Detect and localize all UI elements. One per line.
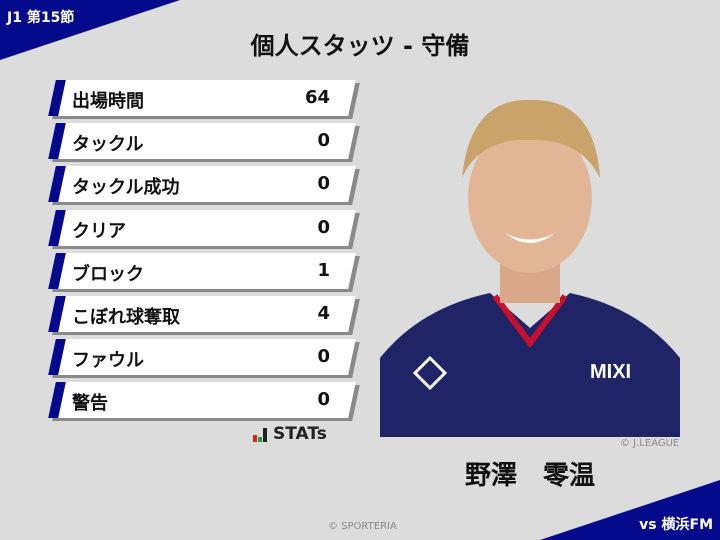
stat-value: 1 xyxy=(317,259,330,281)
stat-value: 0 xyxy=(317,346,330,368)
stat-label: 警告 xyxy=(72,393,108,415)
stat-label: クリア xyxy=(72,220,126,242)
stat-label: 出場時間 xyxy=(72,91,144,112)
stat-row: 出場時間 64 xyxy=(48,80,360,119)
player-name: 野澤 零温 xyxy=(464,461,595,491)
opponent-label: vs 横浜FM xyxy=(639,517,713,533)
stat-row: こぼれ球奪取 4 xyxy=(48,296,360,335)
stat-value: 0 xyxy=(317,173,330,195)
stat-row: ブロック 1 xyxy=(48,252,360,292)
stat-row: 警告 0 xyxy=(48,382,360,422)
photo-credit: © J.LEAGUE xyxy=(620,438,680,449)
stat-row: ファウル 0 xyxy=(48,339,360,379)
stat-label: ファウル xyxy=(72,350,144,372)
page-title: 個人スタッツ - 守備 xyxy=(250,32,470,60)
stat-value: 4 xyxy=(317,303,330,324)
stats-logo: STATs xyxy=(253,424,327,444)
stat-value: 64 xyxy=(304,87,330,108)
copyright: © SPORTERIA xyxy=(328,521,397,532)
stat-value: 0 xyxy=(317,389,330,411)
stat-label: こぼれ球奪取 xyxy=(72,307,180,328)
stat-row: タックル成功 0 xyxy=(48,166,360,206)
stat-label: タックル成功 xyxy=(72,177,180,199)
player-photo: MIXI xyxy=(380,68,680,437)
stat-value: 0 xyxy=(317,216,330,238)
stat-value: 0 xyxy=(317,130,330,152)
stat-row: タックル 0 xyxy=(48,123,360,163)
logo-text: STATs xyxy=(273,424,327,444)
svg-text:MIXI: MIXI xyxy=(590,361,631,383)
stat-label: ブロック xyxy=(72,263,144,285)
stat-label: タックル xyxy=(72,134,144,156)
stat-row: クリア 0 xyxy=(48,209,360,249)
round-label: J1 第15節 xyxy=(7,10,75,26)
bar-chart-icon xyxy=(253,428,267,442)
